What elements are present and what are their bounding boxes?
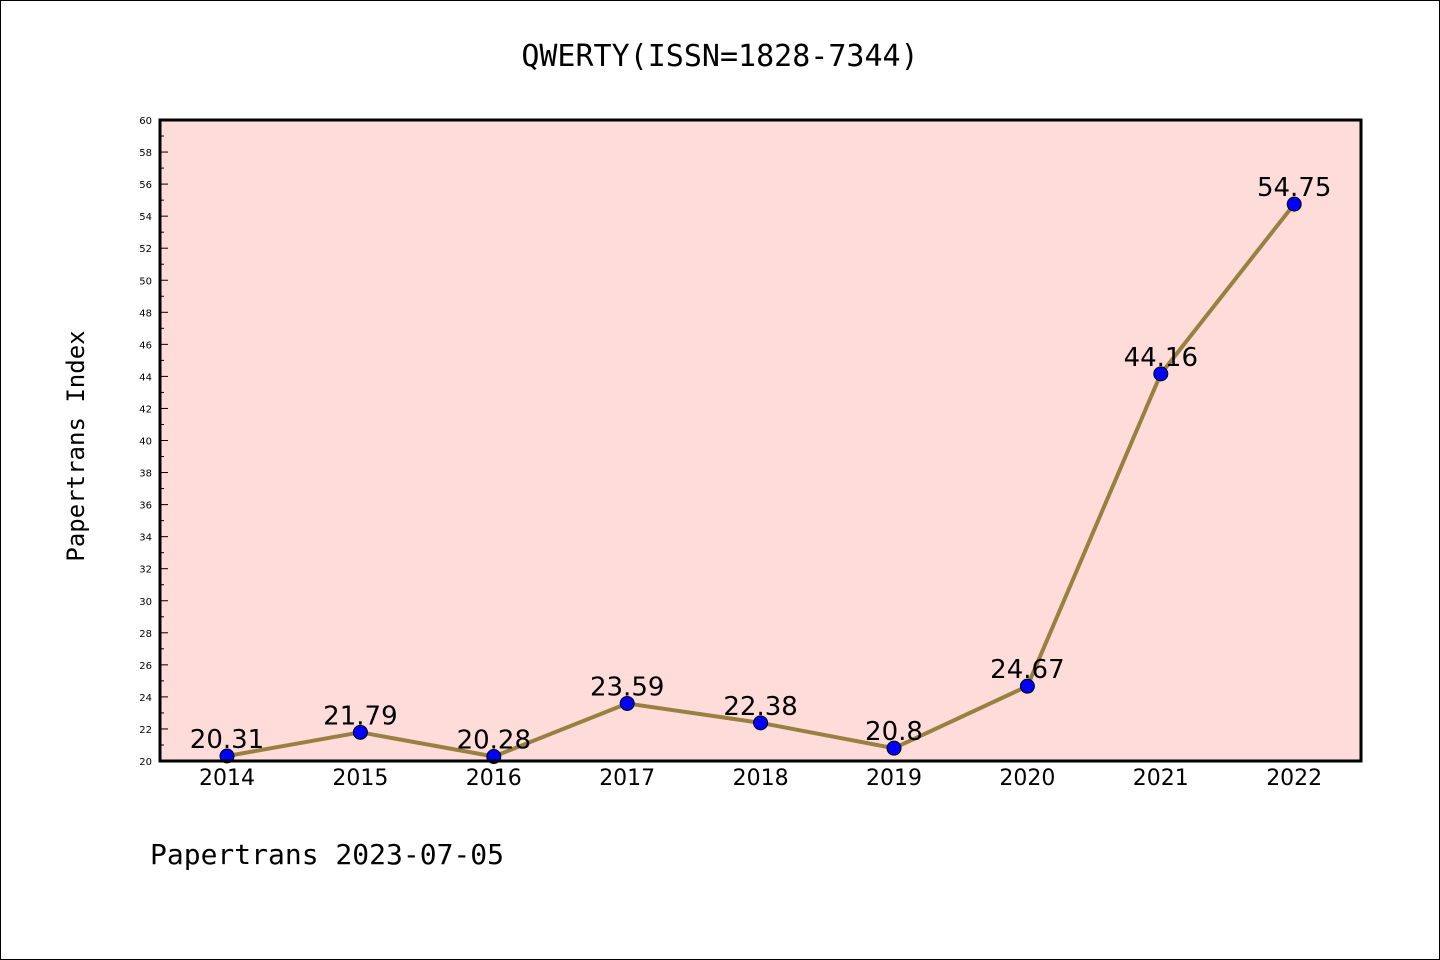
y-tick-label: 34 [139, 533, 152, 544]
x-tick-label: 2020 [999, 766, 1055, 791]
plot-border [158, 118, 1363, 763]
data-point [1019, 678, 1035, 694]
x-tick-label: 2017 [599, 766, 655, 791]
y-tick-label: 24 [139, 693, 152, 704]
y-tick-label: 30 [139, 597, 152, 608]
x-tick-label: 2015 [332, 766, 388, 791]
series-layer: 20.31 21.79 20.28 23.59 22.38 20.8 24.67 44.16 5… [190, 173, 1331, 765]
data-label: 24.67 [990, 655, 1064, 685]
y-tick-label: 40 [139, 437, 152, 448]
data-point [1286, 196, 1302, 212]
y-tick-label: 20 [139, 757, 152, 768]
y-tick-label: 46 [139, 340, 152, 351]
y-tick-label: 38 [139, 469, 152, 480]
x-tick-label: 2018 [733, 766, 789, 791]
y-axis-ticks: 20 22 24 26 28 30 32 34 36 38 40 42 44 46 48 50 52 54 56 58… [139, 116, 168, 768]
y-tick-label: 54 [139, 212, 152, 223]
y-tick-label: 36 [139, 501, 152, 512]
y-tick-label: 44 [139, 372, 152, 383]
y-tick-label: 58 [139, 148, 152, 159]
x-tick-label: 2014 [199, 766, 255, 791]
data-point [1153, 366, 1169, 382]
y-tick-label: 50 [139, 276, 152, 287]
x-tick-label: 2022 [1266, 766, 1322, 791]
y-tick-label: 22 [139, 725, 152, 736]
data-label: 23.59 [590, 672, 664, 702]
x-tick-label: 2021 [1133, 766, 1189, 791]
data-label: 21.79 [323, 701, 397, 731]
x-axis-ticks: 2014 2015 2016 2017 2018 2019 2020 2021 2022 [199, 766, 1322, 791]
x-tick-label: 2019 [866, 766, 922, 791]
y-tick-label: 32 [139, 565, 152, 576]
x-tick-label: 2016 [466, 766, 522, 791]
chart-title: QWERTY(ISSN=1828-7344) [521, 39, 918, 74]
data-label: 20.28 [457, 726, 531, 756]
data-label: 44.16 [1124, 343, 1198, 373]
data-point [352, 724, 368, 740]
data-label: 22.38 [723, 692, 797, 722]
data-point [619, 695, 635, 711]
data-label: 20.8 [865, 717, 923, 747]
y-tick-label: 28 [139, 629, 152, 640]
y-tick-label: 42 [139, 404, 152, 415]
data-point [753, 715, 769, 731]
footer-text: Papertrans 2023-07-05 [150, 838, 504, 871]
y-tick-label: 52 [139, 244, 152, 255]
y-tick-label: 60 [139, 116, 152, 127]
y-tick-label: 48 [139, 308, 152, 319]
y-tick-label: 26 [139, 661, 152, 672]
data-label: 20.31 [190, 725, 264, 755]
data-label: 54.75 [1257, 173, 1331, 203]
y-axis-label: Papertrans Index [62, 330, 90, 561]
y-tick-label: 56 [139, 180, 152, 191]
plot-area [160, 120, 1361, 761]
data-point [886, 740, 902, 756]
